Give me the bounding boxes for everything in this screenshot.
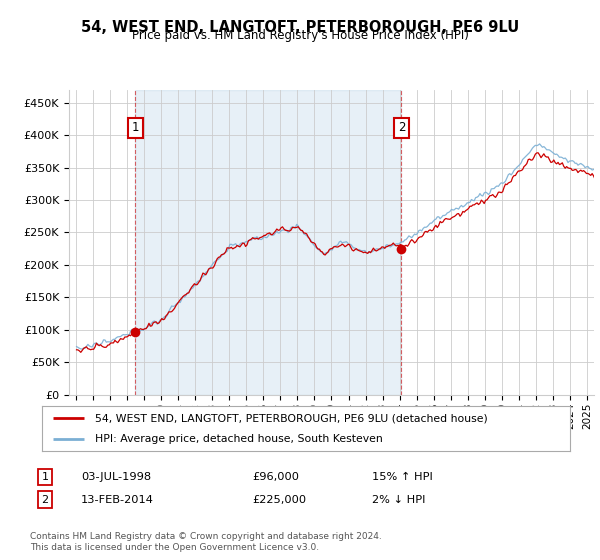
Text: 2: 2 [398, 122, 405, 134]
Text: 54, WEST END, LANGTOFT, PETERBOROUGH, PE6 9LU: 54, WEST END, LANGTOFT, PETERBOROUGH, PE… [81, 20, 519, 35]
Text: £96,000: £96,000 [252, 472, 299, 482]
Text: 1: 1 [132, 122, 139, 134]
Text: 13-FEB-2014: 13-FEB-2014 [81, 494, 154, 505]
Bar [136, 90, 401, 395]
Text: Price paid vs. HM Land Registry's House Price Index (HPI): Price paid vs. HM Land Registry's House … [131, 29, 469, 42]
Text: 15% ↑ HPI: 15% ↑ HPI [372, 472, 433, 482]
Text: £225,000: £225,000 [252, 494, 306, 505]
Text: 1: 1 [41, 472, 49, 482]
Text: HPI: Average price, detached house, South Kesteven: HPI: Average price, detached house, Sout… [95, 433, 383, 444]
Text: 54, WEST END, LANGTOFT, PETERBOROUGH, PE6 9LU (detached house): 54, WEST END, LANGTOFT, PETERBOROUGH, PE… [95, 413, 488, 423]
Text: 03-JUL-1998: 03-JUL-1998 [81, 472, 151, 482]
Text: 2% ↓ HPI: 2% ↓ HPI [372, 494, 425, 505]
Text: 2: 2 [41, 494, 49, 505]
Text: Contains HM Land Registry data © Crown copyright and database right 2024.
This d: Contains HM Land Registry data © Crown c… [30, 533, 382, 552]
